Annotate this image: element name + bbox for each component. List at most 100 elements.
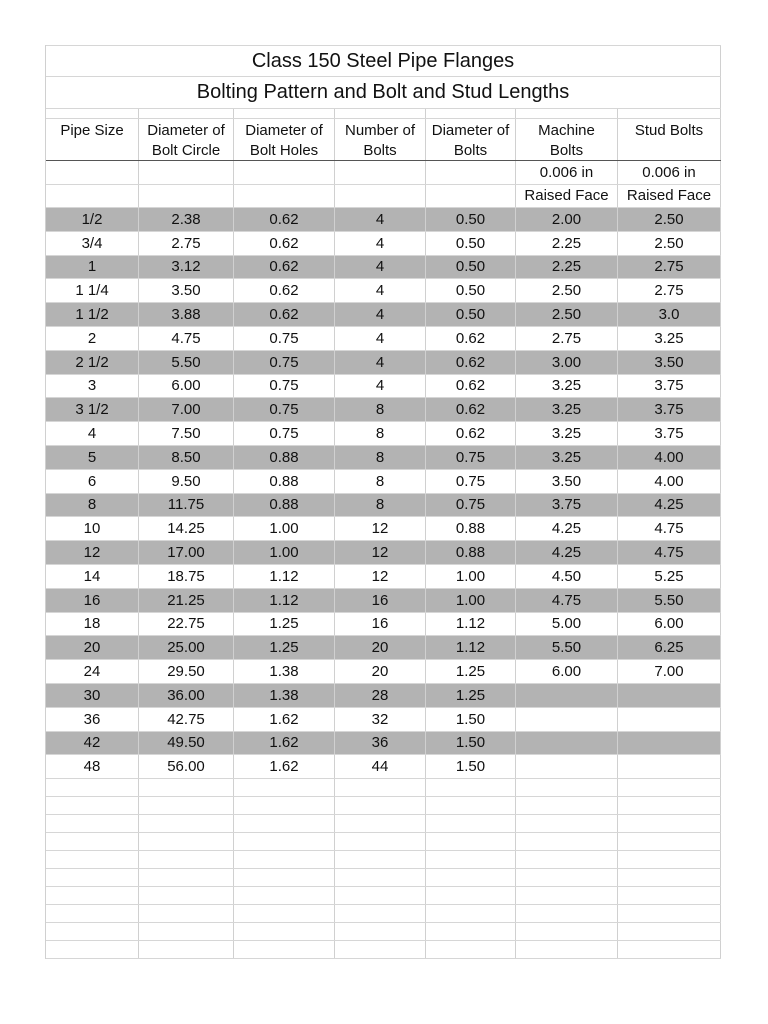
table-cell: 4 [335,326,426,350]
column-header: Diameter of Bolt Circle [139,119,234,160]
table-cell: 1.62 [234,731,335,755]
table-row: 3/4 2.75 0.62 4 0.50 2.25 2.50 [46,231,721,256]
table-cell: 0.88 [234,445,335,469]
table-cell: 8 [335,398,426,422]
table-cell: 0.62 [426,326,516,350]
empty-cell [426,815,516,833]
table-cell: 22.75 [139,612,234,636]
empty-cell [426,779,516,797]
table-cell: 2.38 [139,208,234,231]
empty-cell [139,905,234,923]
table-cell: 3.12 [139,255,234,279]
table-cell: 4 [335,279,426,303]
table-row: 30 36.00 1.38 28 1.25 [46,683,721,708]
table-cell: 0.62 [234,231,335,255]
table-cell: 4 [335,303,426,326]
table-cell: 20 [335,636,426,660]
subheader-cell: 0.006 in [618,161,721,184]
table-cell: 30 [46,683,139,707]
table-cell: 1.62 [234,755,335,779]
subheader-cell: Raised Face [618,184,721,207]
empty-cell [618,887,721,905]
table-cell: 0.75 [234,422,335,445]
empty-row [46,833,721,852]
column-header-line: Diameter of [431,122,510,139]
table-cell: 29.50 [139,660,234,683]
empty-cell [618,869,721,887]
table-cell: 14.25 [139,517,234,541]
table-cell: 4.75 [618,541,721,564]
table-cell: 18.75 [139,564,234,588]
table-cell: 3.25 [618,326,721,350]
table-cell: 4 [335,255,426,279]
table-cell: 49.50 [139,731,234,755]
table-cell: 28 [335,683,426,707]
table-cell [618,707,721,731]
table-row: 36 42.75 1.62 32 1.50 [46,707,721,732]
subheader-cell [335,184,426,207]
table-cell [618,755,721,779]
column-header: Diameter of Bolts [426,119,516,160]
table-cell: 6.25 [618,636,721,660]
empty-cell [335,779,426,797]
subheader-cell [139,161,234,184]
table-cell: 0.50 [426,303,516,326]
table-cell: 3.50 [139,279,234,303]
table-cell [516,755,618,779]
empty-cell [234,869,335,887]
table-cell: 48 [46,755,139,779]
table-cell: 1 1/2 [46,303,139,326]
empty-cell [335,923,426,941]
table-cell: 3.75 [618,374,721,398]
table-cell: 3.88 [139,303,234,326]
table-row: 3 1/2 7.00 0.75 8 0.62 3.25 3.75 [46,398,721,423]
table-cell: 2.75 [618,279,721,303]
spacer-cell [426,109,516,118]
empty-cell [335,905,426,923]
table-cell: 3.25 [516,422,618,445]
table-cell: 1.25 [426,683,516,707]
table-cell: 0.50 [426,255,516,279]
column-header-line: Pipe Size [60,122,124,139]
table-cell: 2.50 [516,279,618,303]
subheader-cell [139,184,234,207]
table-cell: 5.50 [139,350,234,374]
table-cell: 36 [46,707,139,731]
column-header-line: Number of [344,122,416,139]
table-cell: 3.50 [516,469,618,493]
table-cell: 17.00 [139,541,234,564]
table-cell: 14 [46,564,139,588]
empty-cell [139,887,234,905]
table-cell: 0.88 [426,541,516,564]
empty-cell [139,815,234,833]
table-cell: 25.00 [139,636,234,660]
empty-cell [426,887,516,905]
empty-row [46,851,721,870]
table-cell: 1/2 [46,208,139,231]
table-row: 8 11.75 0.88 8 0.75 3.75 4.25 [46,493,721,518]
empty-cell [516,851,618,869]
table-cell: 1.00 [234,517,335,541]
empty-cell [139,851,234,869]
subheader-cell: 0.006 in [516,161,618,184]
table-cell: 5 [46,445,139,469]
table-cell: 6 [46,469,139,493]
subheader-cell [234,161,335,184]
empty-cell [335,887,426,905]
subheader-cell [46,184,139,207]
empty-cell [618,923,721,941]
table-row: 20 25.00 1.25 20 1.12 5.50 6.25 [46,636,721,661]
table-cell: 1.50 [426,755,516,779]
empty-cell [139,941,234,959]
table-cell: 24 [46,660,139,683]
table-cell: 3.25 [516,398,618,422]
flange-table: Class 150 Steel Pipe Flanges Bolting Pat… [45,45,721,960]
table-cell: 12 [46,541,139,564]
table-cell: 0.50 [426,208,516,231]
table-cell: 2.50 [516,303,618,326]
table-cell: 32 [335,707,426,731]
table-cell: 8 [335,493,426,517]
table-cell: 3.0 [618,303,721,326]
table-cell: 6.00 [139,374,234,398]
table-cell: 1.62 [234,707,335,731]
